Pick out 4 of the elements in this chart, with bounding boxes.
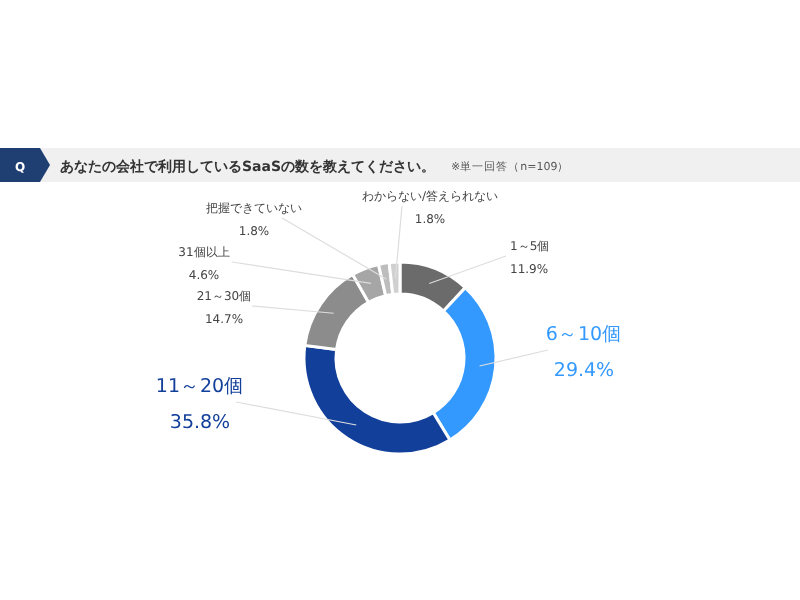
slice-label: 6～10個 (545, 324, 623, 346)
data-label: 29.4% (553, 360, 615, 383)
data-label: 35.8% (169, 412, 231, 435)
slice-label: 11～20個 (155, 376, 245, 398)
